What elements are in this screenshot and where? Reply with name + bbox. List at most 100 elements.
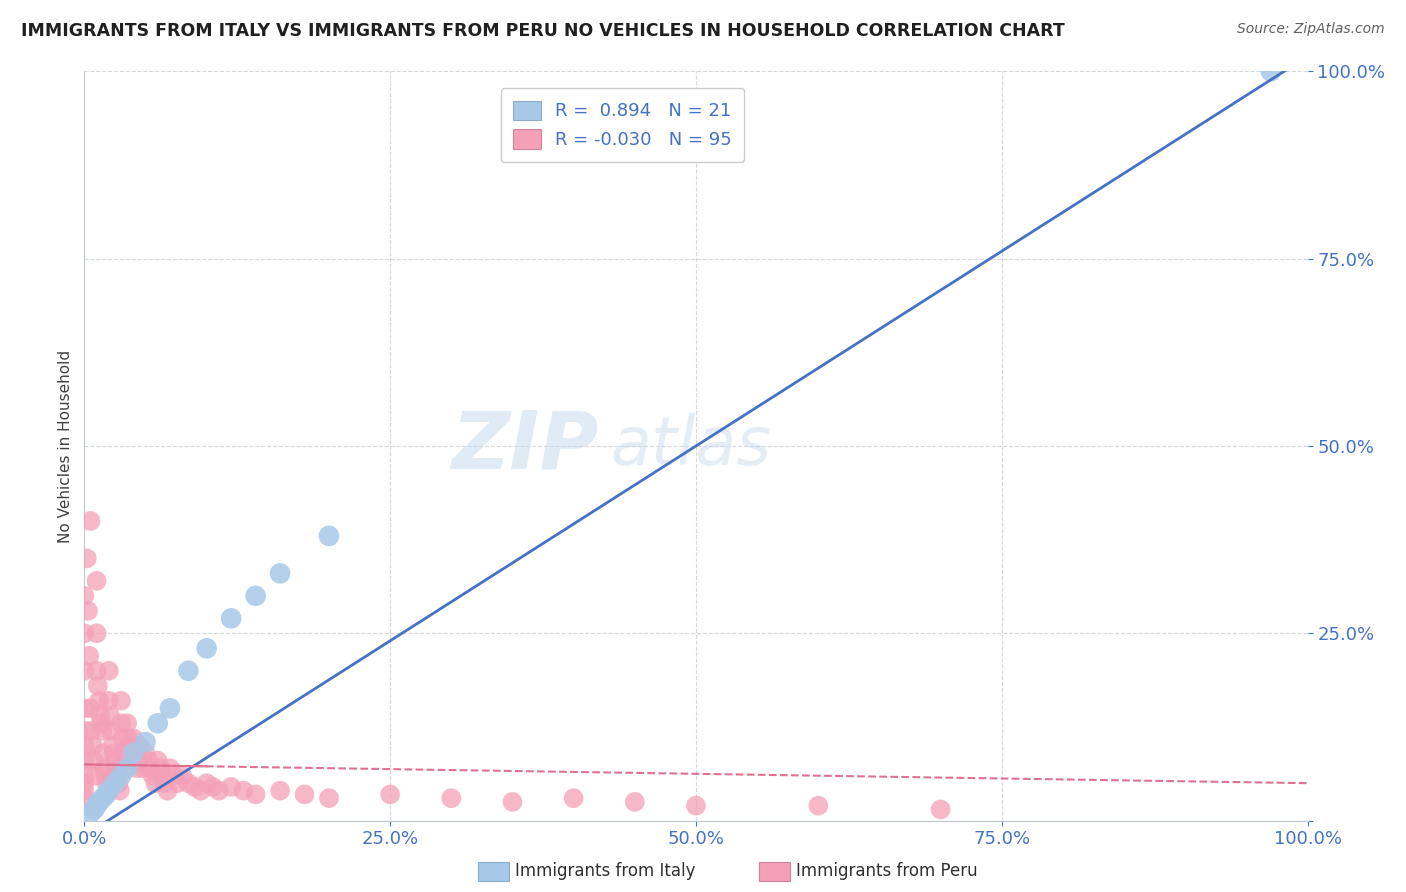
Point <box>122 746 145 760</box>
Point <box>97 694 120 708</box>
Text: ZIP: ZIP <box>451 407 598 485</box>
Point <box>136 754 159 768</box>
Point <box>294 788 316 802</box>
Point <box>177 664 200 678</box>
Point <box>79 806 101 821</box>
Point <box>146 716 169 731</box>
Point <box>104 769 127 783</box>
Point <box>108 783 131 797</box>
Point <box>172 769 194 783</box>
Point <box>201 780 224 794</box>
Point <box>73 589 96 603</box>
Point <box>91 791 114 805</box>
Point <box>77 604 100 618</box>
Point <box>269 783 291 797</box>
Point <box>115 761 138 775</box>
Text: IMMIGRANTS FROM ITALY VS IMMIGRANTS FROM PERU NO VEHICLES IN HOUSEHOLD CORRELATI: IMMIGRANTS FROM ITALY VS IMMIGRANTS FROM… <box>21 22 1064 40</box>
Point <box>93 761 115 775</box>
Point <box>76 551 98 566</box>
Point <box>190 783 212 797</box>
Point <box>104 776 127 790</box>
Point <box>73 723 96 738</box>
Point <box>104 754 127 768</box>
Point <box>562 791 585 805</box>
Point <box>929 802 952 816</box>
Point <box>73 769 96 783</box>
Point <box>195 641 218 656</box>
Point <box>105 761 128 775</box>
Point <box>685 798 707 813</box>
Point <box>440 791 463 805</box>
Point <box>79 514 101 528</box>
Point <box>120 754 142 768</box>
Point <box>166 776 188 790</box>
Point <box>89 708 111 723</box>
Point <box>208 783 231 797</box>
Point <box>96 776 118 790</box>
Point <box>219 611 242 625</box>
Point <box>245 788 267 802</box>
Point <box>110 694 132 708</box>
Point <box>195 776 218 790</box>
Point <box>142 769 165 783</box>
Point <box>86 574 108 588</box>
Point <box>129 754 152 768</box>
Point <box>97 783 120 797</box>
Point <box>114 754 136 768</box>
Point <box>177 776 200 790</box>
Point <box>107 776 129 790</box>
Text: Immigrants from Italy: Immigrants from Italy <box>515 863 695 880</box>
Point <box>115 761 138 775</box>
Point <box>159 761 181 775</box>
Point <box>87 679 110 693</box>
Point <box>149 761 172 775</box>
Point <box>87 694 110 708</box>
Point <box>135 746 157 760</box>
Point <box>153 776 176 790</box>
Text: Source: ZipAtlas.com: Source: ZipAtlas.com <box>1237 22 1385 37</box>
Point <box>73 626 96 640</box>
Point <box>77 648 100 663</box>
Point <box>159 701 181 715</box>
Point <box>128 739 150 753</box>
Point <box>118 739 141 753</box>
Point <box>94 769 117 783</box>
Point <box>83 802 105 816</box>
Point <box>183 780 205 794</box>
Point <box>380 788 402 802</box>
Point <box>86 664 108 678</box>
Point <box>124 746 146 760</box>
Point <box>96 788 118 802</box>
Point <box>86 626 108 640</box>
Point <box>132 761 155 775</box>
Point <box>143 776 166 790</box>
Point <box>100 723 122 738</box>
Point <box>125 754 148 768</box>
Point <box>807 798 830 813</box>
Point <box>135 735 157 749</box>
Point <box>146 754 169 768</box>
Point <box>125 761 148 775</box>
Point <box>82 739 104 753</box>
Point <box>80 723 103 738</box>
Point <box>269 566 291 581</box>
Point <box>111 731 134 746</box>
Point <box>103 746 125 760</box>
Point <box>97 664 120 678</box>
Point <box>152 769 174 783</box>
Point <box>79 701 101 715</box>
Point <box>1260 64 1282 78</box>
Point <box>101 739 124 753</box>
Point <box>73 754 96 768</box>
Point <box>73 701 96 715</box>
Point <box>232 783 254 797</box>
Point <box>115 716 138 731</box>
Point <box>98 708 121 723</box>
Point <box>139 761 162 775</box>
Legend: R =  0.894   N = 21, R = -0.030   N = 95: R = 0.894 N = 21, R = -0.030 N = 95 <box>501 88 744 162</box>
Point <box>112 746 135 760</box>
Point <box>73 739 96 753</box>
Point <box>73 664 96 678</box>
Point <box>83 754 105 768</box>
Point <box>87 795 110 809</box>
